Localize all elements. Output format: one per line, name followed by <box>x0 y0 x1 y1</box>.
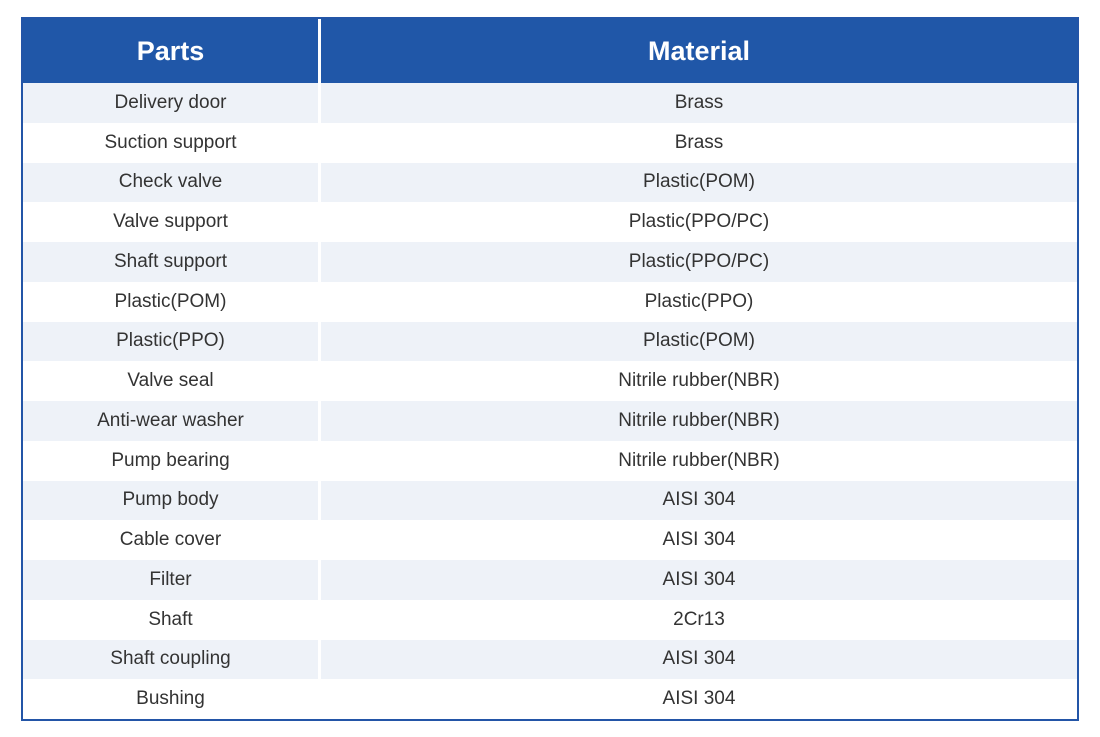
part-cell: Valve support <box>23 202 318 242</box>
part-cell: Suction support <box>23 122 318 163</box>
material-cell: AISI 304 <box>321 560 1077 600</box>
column-divider <box>318 599 321 640</box>
material-cell: 2Cr13 <box>321 599 1077 640</box>
table-row: Suction support Brass <box>23 122 1077 163</box>
table-row: Shaft coupling AISI 304 <box>23 639 1077 680</box>
column-divider <box>318 560 321 600</box>
table-row: Check valve Plastic(POM) <box>23 162 1077 203</box>
table-row: Pump bearing Nitrile rubber(NBR) <box>23 440 1077 481</box>
material-cell: AISI 304 <box>321 639 1077 680</box>
table-row: Plastic(PPO) Plastic(POM) <box>23 321 1077 362</box>
column-divider <box>318 202 321 242</box>
column-divider <box>318 480 321 521</box>
part-cell: Shaft support <box>23 242 318 282</box>
material-cell: Brass <box>321 122 1077 163</box>
part-cell: Pump body <box>23 480 318 521</box>
material-cell: AISI 304 <box>321 480 1077 521</box>
material-cell: Nitrile rubber(NBR) <box>321 361 1077 401</box>
material-cell: AISI 304 <box>321 520 1077 560</box>
material-cell: Brass <box>321 83 1077 123</box>
table-row: Bushing AISI 304 <box>23 679 1077 719</box>
column-divider <box>318 242 321 282</box>
part-cell: Shaft <box>23 599 318 640</box>
column-divider <box>318 281 321 322</box>
part-cell: Delivery door <box>23 83 318 123</box>
table-row: Anti-wear washer Nitrile rubber(NBR) <box>23 401 1077 441</box>
material-cell: Plastic(POM) <box>321 321 1077 362</box>
column-divider <box>318 83 321 123</box>
material-cell: AISI 304 <box>321 679 1077 719</box>
material-cell: Plastic(POM) <box>321 162 1077 203</box>
material-cell: Plastic(PPO) <box>321 281 1077 322</box>
column-divider <box>318 321 321 362</box>
column-divider <box>318 679 321 719</box>
table-header-row: Parts Material <box>23 19 1077 83</box>
part-cell: Filter <box>23 560 318 600</box>
part-cell: Shaft coupling <box>23 639 318 680</box>
column-divider <box>318 361 321 401</box>
table-row: Valve support Plastic(PPO/PC) <box>23 202 1077 242</box>
column-divider <box>318 401 321 441</box>
table-row: Valve seal Nitrile rubber(NBR) <box>23 361 1077 401</box>
part-cell: Anti-wear washer <box>23 401 318 441</box>
material-cell: Plastic(PPO/PC) <box>321 242 1077 282</box>
column-divider <box>318 162 321 203</box>
part-cell: Plastic(PPO) <box>23 321 318 362</box>
table-row: Cable cover AISI 304 <box>23 520 1077 560</box>
part-cell: Pump bearing <box>23 440 318 481</box>
table-row: Shaft support Plastic(PPO/PC) <box>23 242 1077 282</box>
column-divider <box>318 19 321 83</box>
column-divider <box>318 122 321 163</box>
column-header-parts: Parts <box>23 19 318 83</box>
material-cell: Nitrile rubber(NBR) <box>321 440 1077 481</box>
table-body: Delivery door Brass Suction support Bras… <box>23 83 1077 719</box>
part-cell: Check valve <box>23 162 318 203</box>
table-row: Plastic(POM) Plastic(PPO) <box>23 281 1077 322</box>
table-row: Delivery door Brass <box>23 83 1077 123</box>
table-row: Filter AISI 304 <box>23 560 1077 600</box>
material-cell: Nitrile rubber(NBR) <box>321 401 1077 441</box>
column-header-material: Material <box>321 19 1077 83</box>
material-cell: Plastic(PPO/PC) <box>321 202 1077 242</box>
column-divider <box>318 440 321 481</box>
table-row: Pump body AISI 304 <box>23 480 1077 521</box>
parts-material-table: Parts Material Delivery door Brass Sucti… <box>21 17 1079 721</box>
part-cell: Cable cover <box>23 520 318 560</box>
part-cell: Plastic(POM) <box>23 281 318 322</box>
table-row: Shaft 2Cr13 <box>23 599 1077 640</box>
column-divider <box>318 639 321 680</box>
part-cell: Valve seal <box>23 361 318 401</box>
part-cell: Bushing <box>23 679 318 719</box>
column-divider <box>318 520 321 560</box>
